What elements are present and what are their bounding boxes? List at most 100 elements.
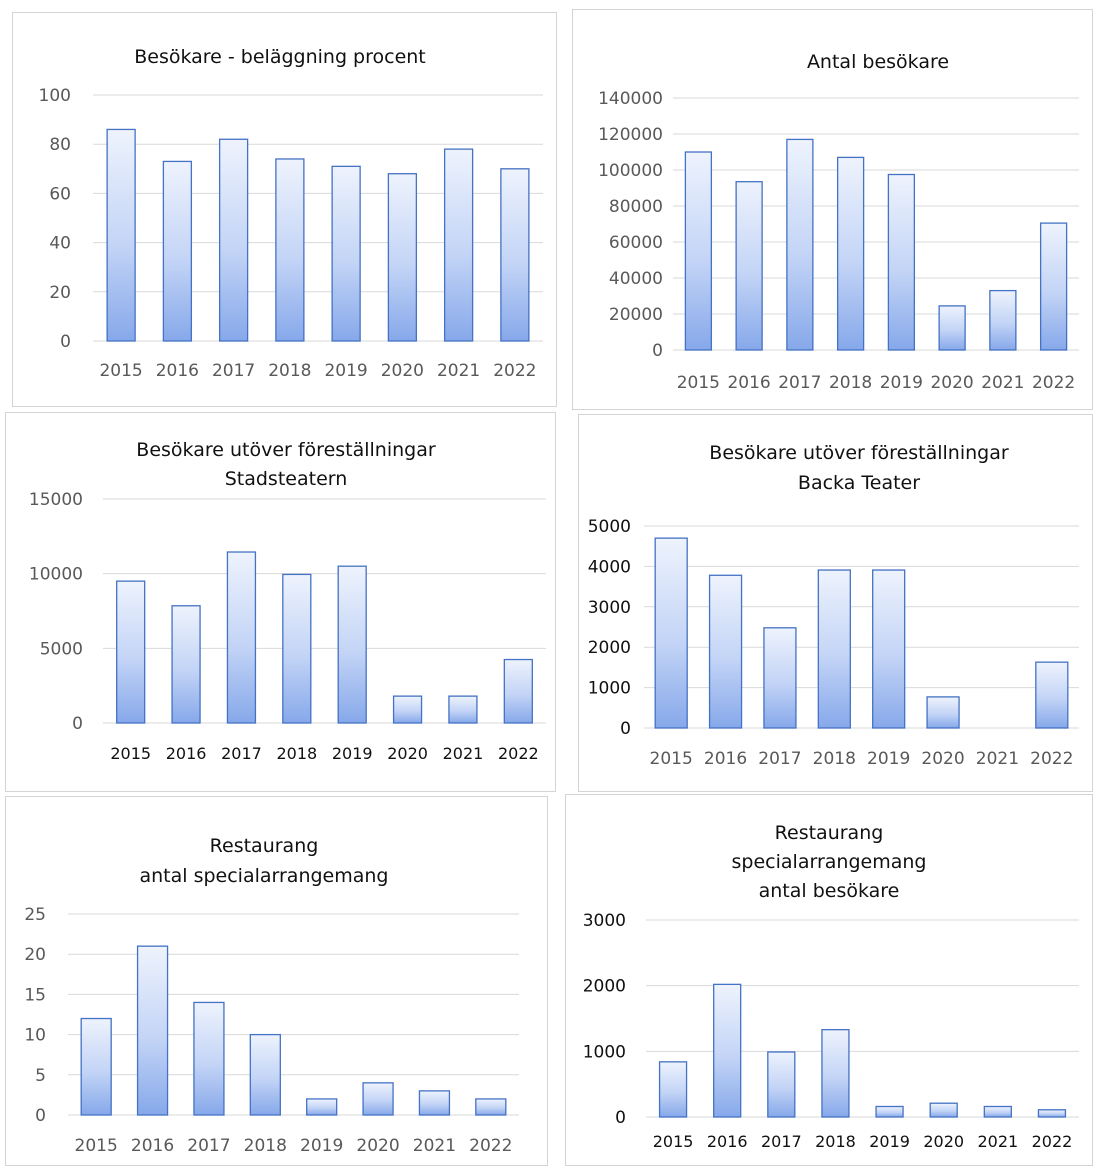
bar-2018 bbox=[817, 569, 851, 729]
y-tick-label: 40000 bbox=[609, 269, 663, 289]
bar-2022 bbox=[503, 658, 533, 724]
bar-2020 bbox=[929, 1102, 958, 1118]
y-tick-label: 3000 bbox=[583, 911, 626, 931]
x-tick-label: 2020 bbox=[387, 744, 428, 763]
bar-2020 bbox=[362, 1082, 394, 1116]
y-tick-label: 0 bbox=[35, 1106, 46, 1126]
x-tick-label: 2020 bbox=[930, 373, 973, 393]
bar-2021 bbox=[443, 148, 474, 342]
y-tick-label: 0 bbox=[652, 341, 663, 361]
bar-2017 bbox=[193, 1001, 225, 1116]
x-tick-label: 2019 bbox=[880, 373, 923, 393]
y-tick-label: 1000 bbox=[583, 1042, 626, 1062]
bar-2019 bbox=[887, 173, 916, 351]
chart-svg-backa-teater: Besökare utöver föreställningar Backa Tea… bbox=[588, 442, 1079, 769]
chart-title-line: Besökare utöver föreställningar bbox=[136, 439, 436, 461]
bar-2016 bbox=[708, 574, 743, 729]
y-tick-label: 0 bbox=[615, 1108, 626, 1128]
x-tick-label: 2015 bbox=[99, 361, 142, 381]
y-tick-label: 25 bbox=[24, 905, 46, 925]
x-tick-label: 2019 bbox=[324, 361, 367, 381]
y-tick-label: 100000 bbox=[598, 161, 663, 181]
bar-2022 bbox=[1039, 222, 1068, 351]
x-tick-label: 2020 bbox=[381, 361, 424, 381]
x-tick-label: 2021 bbox=[413, 1136, 456, 1156]
bar-2015 bbox=[684, 151, 713, 351]
x-tick-label: 2016 bbox=[166, 744, 207, 763]
y-tick-label: 20 bbox=[24, 945, 46, 965]
y-tick-label: 10000 bbox=[29, 565, 83, 585]
x-tick-label: 2020 bbox=[356, 1136, 399, 1156]
x-tick-label: 2021 bbox=[977, 1132, 1018, 1151]
bar-2017 bbox=[767, 1051, 796, 1118]
y-tick-label: 60 bbox=[49, 184, 71, 204]
x-tick-label: 2018 bbox=[829, 373, 872, 393]
bar-2018 bbox=[821, 1029, 850, 1118]
x-tick-label: 2018 bbox=[276, 744, 317, 763]
y-tick-label: 10 bbox=[24, 1026, 46, 1046]
chart-title-line: Antal besökare bbox=[807, 51, 949, 73]
x-tick-label: 2022 bbox=[1032, 373, 1075, 393]
x-tick-label: 2021 bbox=[981, 373, 1024, 393]
bar-2016 bbox=[735, 181, 763, 351]
y-tick-label: 5000 bbox=[40, 639, 83, 659]
x-tick-label: 2022 bbox=[469, 1136, 512, 1156]
chart-panel-stadsteatern: Besökare utöver föreställningar Stadsteat… bbox=[5, 412, 556, 792]
y-tick-label: 0 bbox=[60, 332, 71, 352]
x-tick-label: 2019 bbox=[869, 1132, 910, 1151]
x-tick-label: 2022 bbox=[493, 361, 536, 381]
chart-svg-restaurang-arrangemang: Restaurang antal specialarrangemang 0 5 10 15… bbox=[24, 835, 519, 1156]
x-tick-label: 2015 bbox=[75, 1136, 118, 1156]
bar-2015 bbox=[106, 128, 136, 342]
x-tick-label: 2018 bbox=[244, 1136, 287, 1156]
x-tick-label: 2016 bbox=[727, 373, 770, 393]
x-tick-label: 2022 bbox=[1032, 1132, 1073, 1151]
y-tick-label: 80 bbox=[49, 135, 71, 155]
chart-title-line: Besökare utöver föreställningar bbox=[709, 442, 1009, 464]
y-tick-label: 140000 bbox=[598, 89, 663, 109]
chart-title-line: Besökare - beläggning procent bbox=[134, 46, 426, 68]
y-tick-label: 2000 bbox=[583, 977, 626, 997]
chart-title-line: specialarrangemang bbox=[732, 851, 927, 873]
bar-2019 bbox=[331, 165, 361, 342]
bar-2021 bbox=[448, 695, 478, 724]
bar-2019 bbox=[872, 569, 906, 729]
x-tick-label: 2018 bbox=[813, 749, 856, 769]
x-tick-label: 2016 bbox=[704, 749, 747, 769]
bar-2018 bbox=[249, 1033, 281, 1116]
bar-2016 bbox=[171, 605, 201, 724]
chart-title-line: antal specialarrangemang bbox=[139, 865, 388, 887]
bar-2021 bbox=[989, 289, 1017, 351]
y-tick-label: 120000 bbox=[598, 125, 663, 145]
chart-svg-antal-besokare: Antal besökare 0 20000 40000 60000 80000 10000… bbox=[598, 51, 1079, 393]
y-tick-label: 5000 bbox=[588, 517, 631, 537]
bar-2017 bbox=[763, 627, 797, 729]
bar-2020 bbox=[392, 695, 423, 724]
bar-2020 bbox=[938, 305, 966, 351]
x-tick-label: 2021 bbox=[437, 361, 480, 381]
y-tick-label: 100 bbox=[39, 86, 71, 106]
bar-2017 bbox=[218, 138, 249, 342]
x-tick-label: 2016 bbox=[131, 1136, 174, 1156]
chart-title-line: Restaurang bbox=[775, 822, 884, 844]
x-tick-label: 2020 bbox=[921, 749, 964, 769]
x-tick-label: 2020 bbox=[923, 1132, 964, 1151]
bar-2016 bbox=[136, 945, 169, 1116]
y-tick-label: 15000 bbox=[29, 490, 83, 510]
x-tick-label: 2016 bbox=[156, 361, 199, 381]
bar-2022 bbox=[500, 168, 530, 342]
bar-2020 bbox=[926, 696, 960, 729]
x-tick-label: 2015 bbox=[650, 749, 693, 769]
bar-2018 bbox=[282, 573, 312, 724]
x-tick-label: 2021 bbox=[976, 749, 1019, 769]
bar-2015 bbox=[80, 1017, 112, 1116]
y-tick-label: 20 bbox=[49, 283, 71, 303]
y-tick-label: 4000 bbox=[588, 557, 631, 577]
x-tick-label: 2018 bbox=[268, 361, 311, 381]
bar-2016 bbox=[713, 983, 742, 1118]
chart-panel-backa-teater: Besökare utöver föreställningar Backa Tea… bbox=[578, 414, 1093, 792]
x-tick-label: 2017 bbox=[212, 361, 255, 381]
x-tick-label: 2018 bbox=[815, 1132, 856, 1151]
chart-svg-stadsteatern: Besökare utöver föreställningar Stadsteat… bbox=[29, 439, 546, 763]
chart-title-line: Restaurang bbox=[210, 835, 319, 857]
